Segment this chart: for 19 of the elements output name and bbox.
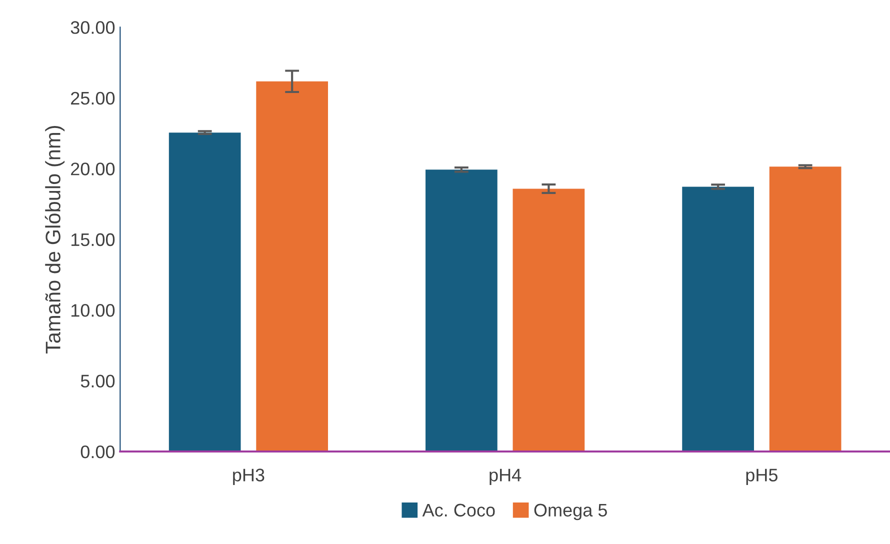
x-tick-label: pH4 [490, 468, 522, 486]
y-tick-label: 10.00 [71, 304, 115, 317]
bar [682, 186, 754, 452]
bar [168, 132, 241, 452]
y-tick-label: 20.00 [71, 162, 115, 176]
x-tick-label: pH5 [746, 468, 778, 486]
bar [769, 166, 842, 452]
y-tick-label: 5.00 [80, 374, 115, 388]
x-tick-label: pH3 [233, 468, 264, 486]
bar [512, 188, 585, 452]
y-tick-label: 30.00 [70, 21, 115, 34]
y-tick-label: 0.00 [80, 445, 115, 458]
y-axis-title: Tamaño de Glóbulo (nm) [44, 126, 65, 354]
bar [426, 170, 498, 452]
legend-label: Omega 5 [534, 504, 607, 520]
y-tick-label: 25.00 [71, 92, 115, 105]
y-tick-label: 15.00 [71, 233, 115, 246]
legend-label: Ac. Coco [422, 504, 495, 517]
bar [256, 81, 328, 452]
